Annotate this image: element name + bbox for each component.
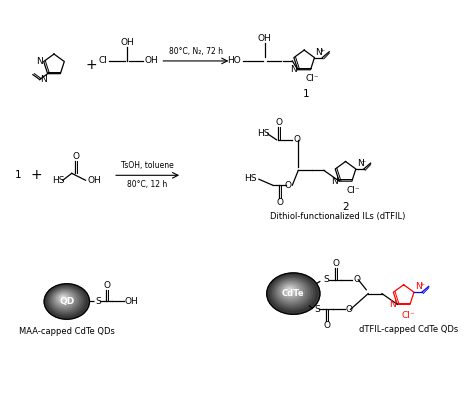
Ellipse shape (282, 284, 300, 298)
Text: OH: OH (125, 297, 139, 306)
Text: 80°C, 12 h: 80°C, 12 h (128, 180, 168, 189)
Ellipse shape (56, 293, 72, 305)
Text: +: + (86, 58, 97, 72)
Ellipse shape (61, 296, 65, 299)
Text: +: + (361, 159, 366, 164)
Text: 1: 1 (15, 170, 22, 180)
Text: O: O (354, 275, 360, 284)
Text: +: + (30, 168, 42, 182)
Ellipse shape (54, 291, 76, 309)
Text: O: O (323, 321, 330, 330)
Ellipse shape (50, 288, 81, 312)
Text: O: O (275, 118, 282, 127)
Text: O: O (104, 281, 111, 290)
Ellipse shape (47, 286, 85, 316)
Ellipse shape (60, 295, 67, 301)
Text: +: + (319, 48, 325, 53)
Text: OH: OH (88, 176, 101, 185)
Text: HS: HS (257, 129, 269, 138)
Text: OH: OH (120, 38, 134, 47)
Text: N: N (331, 176, 338, 185)
Text: MAA-capped CdTe QDs: MAA-capped CdTe QDs (19, 327, 115, 336)
Text: OH: OH (258, 34, 272, 43)
Text: S: S (314, 305, 320, 314)
Text: HS: HS (245, 174, 257, 183)
Text: N: N (40, 75, 46, 84)
Ellipse shape (55, 292, 74, 307)
Text: O: O (332, 259, 339, 268)
Text: 80°C, N₂, 72 h: 80°C, N₂, 72 h (169, 47, 223, 56)
Ellipse shape (52, 290, 78, 310)
Ellipse shape (273, 277, 312, 308)
Text: S: S (324, 275, 329, 284)
Text: N: N (357, 159, 364, 168)
Text: N: N (290, 65, 297, 74)
Ellipse shape (58, 294, 70, 303)
Text: N: N (36, 57, 43, 66)
Text: Cl⁻: Cl⁻ (402, 311, 415, 320)
Text: OH: OH (145, 57, 158, 66)
Ellipse shape (280, 283, 302, 300)
Ellipse shape (274, 279, 310, 306)
Text: O: O (284, 181, 292, 190)
Ellipse shape (286, 287, 294, 294)
Text: O: O (276, 198, 283, 207)
Ellipse shape (49, 287, 83, 314)
Ellipse shape (276, 280, 307, 304)
Text: HS: HS (52, 176, 64, 185)
Text: O: O (72, 152, 79, 160)
Text: O: O (293, 135, 301, 144)
Text: N: N (390, 300, 396, 309)
Text: Cl⁻: Cl⁻ (346, 185, 360, 195)
Ellipse shape (278, 281, 305, 302)
Text: Cl⁻: Cl⁻ (305, 74, 319, 83)
Text: Dithiol-functionalized ILs (dTFIL): Dithiol-functionalized ILs (dTFIL) (270, 212, 405, 221)
Ellipse shape (288, 288, 292, 292)
Text: S: S (95, 297, 101, 306)
Text: +: + (419, 282, 424, 287)
Text: TsOH, toluene: TsOH, toluene (121, 162, 174, 171)
Text: N: N (415, 282, 422, 291)
Ellipse shape (284, 285, 297, 296)
Text: O: O (346, 305, 353, 314)
Text: 2: 2 (342, 202, 349, 212)
Ellipse shape (44, 284, 90, 319)
Text: QD: QD (59, 297, 74, 306)
Text: HO: HO (228, 57, 241, 66)
Text: dTFIL-capped CdTe QDs: dTFIL-capped CdTe QDs (359, 325, 458, 334)
Text: Cl: Cl (98, 57, 107, 66)
Text: N: N (316, 48, 322, 57)
Ellipse shape (46, 285, 87, 318)
Text: 1: 1 (303, 88, 310, 99)
Ellipse shape (269, 274, 318, 312)
Ellipse shape (267, 273, 320, 314)
Ellipse shape (271, 276, 315, 310)
Text: CdTe: CdTe (282, 289, 305, 298)
